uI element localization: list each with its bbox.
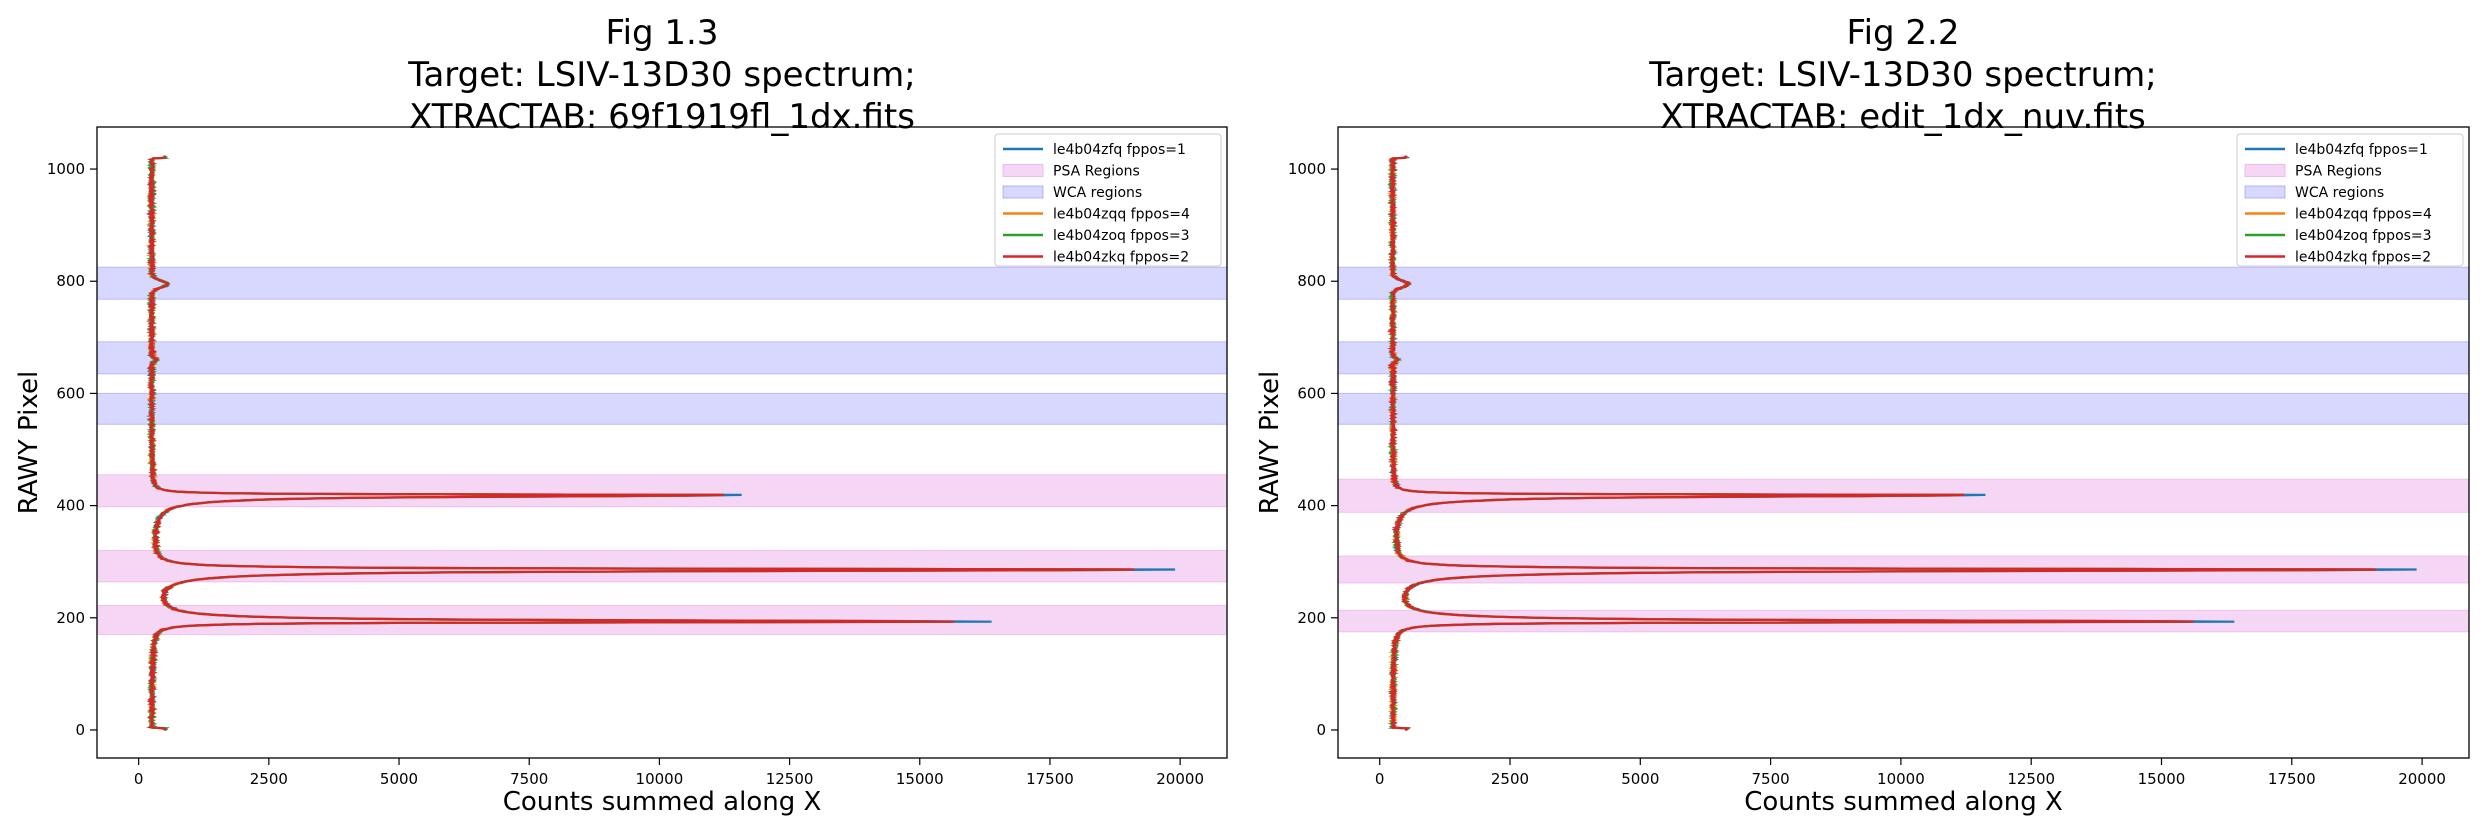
x-tick-label: 17500 [1026, 770, 1074, 788]
chart-1-title-line-2: Target: LSIV-13D30 spectrum; [408, 55, 916, 95]
x-tick-label: 12500 [2007, 770, 2055, 788]
chart-2-title: Fig 2.2 Target: LSIV-13D30 spectrum; XTR… [1283, 12, 2489, 138]
wca-region [97, 266, 1227, 300]
legend-label: le4b04zoq fppos=3 [1053, 228, 1190, 244]
x-tick-label: 5000 [1621, 770, 1659, 788]
x-tick-label: 0 [1375, 770, 1385, 788]
x-tick-label: 15000 [896, 770, 944, 788]
y-tick-label: 600 [56, 384, 85, 402]
x-axis-label: Counts summed along X [1744, 787, 2063, 817]
legend-label: le4b04zqq fppos=4 [2295, 207, 2432, 223]
y-tick-label: 0 [75, 721, 85, 739]
legend-label: le4b04zkq fppos=2 [2295, 250, 2431, 266]
legend-swatch [1002, 185, 1044, 199]
plot-area-2 [1338, 155, 2469, 732]
y-axis-label: RAWY Pixel [14, 371, 44, 514]
plot-area-1 [97, 155, 1227, 732]
legend: le4b04zfq fppos=1 PSA Regions WCA regions l… [2236, 133, 2464, 267]
x-tick-label: 2500 [250, 770, 288, 788]
y-tick-label: 800 [1297, 272, 1326, 290]
x-tick-label: 15000 [2138, 770, 2186, 788]
series-line [1387, 155, 2372, 731]
x-tick-label: 2500 [1491, 770, 1529, 788]
psa-region [97, 474, 1227, 508]
series-line [146, 155, 1131, 732]
y-tick-label: 1000 [47, 160, 85, 178]
x-tick-label: 7500 [510, 770, 548, 788]
legend: le4b04zfq fppos=1 PSA Regions WCA regions l… [994, 133, 1222, 267]
legend-box [2236, 133, 2464, 267]
y-tick-label: 200 [1297, 609, 1326, 627]
legend-swatch [2244, 185, 2286, 199]
legend-label: le4b04zkq fppos=2 [1053, 250, 1189, 266]
series-line [146, 155, 1130, 731]
y-tick-label: 0 [1316, 721, 1326, 739]
axes-frame [96, 126, 1228, 759]
legend-label: WCA regions [2295, 185, 2384, 201]
legend-box [994, 133, 1222, 267]
x-tick-label: 5000 [380, 770, 418, 788]
series-line [1386, 155, 2376, 731]
chart-2: 0 2500 5000 7500 10000 12500 15000 17500 20000 0 2… [1255, 126, 2470, 817]
x-tick-label: 10000 [636, 770, 684, 788]
chart-2-title-line-2: Target: LSIV-13D30 spectrum; [1649, 55, 2157, 95]
axes-frame [1337, 126, 2470, 759]
legend-label: le4b04zfq fppos=1 [2295, 142, 2428, 158]
y-tick-label: 600 [1297, 384, 1326, 402]
legend-label: PSA Regions [2295, 164, 2382, 180]
chart-1-title-line-1: Fig 1.3 [605, 13, 719, 53]
y-tick-label: 400 [56, 497, 85, 515]
x-axis-label: Counts summed along X [503, 787, 822, 817]
legend-swatch [2244, 164, 2286, 177]
wca-region [1338, 392, 2469, 425]
y-axis-label: RAWY Pixel [1255, 371, 1285, 514]
wca-region [1338, 266, 2469, 300]
y-tick-label: 400 [1297, 497, 1326, 515]
chart-1-title-line-3: XTRACTAB: 69f1919fl_1dx.fits [409, 97, 915, 137]
psa-region [97, 549, 1227, 583]
chart-1-title: Fig 1.3 Target: LSIV-13D30 spectrum; XTR… [42, 12, 1282, 138]
x-tick-label: 7500 [1752, 770, 1790, 788]
x-tick-label: 20000 [1156, 770, 1204, 788]
series-line [145, 155, 1135, 731]
chart-2-title-line-1: Fig 2.2 [1846, 13, 1960, 53]
legend-label: PSA Regions [1053, 164, 1140, 180]
wca-region [97, 392, 1227, 425]
legend-label: WCA regions [1053, 185, 1142, 201]
legend-swatch [1002, 164, 1044, 177]
y-tick-label: 800 [56, 272, 85, 290]
legend-label: le4b04zoq fppos=3 [2295, 228, 2432, 244]
y-tick-label: 200 [56, 609, 85, 627]
x-tick-label: 0 [134, 770, 144, 788]
series-line [1387, 155, 2372, 731]
legend-label: le4b04zqq fppos=4 [1053, 207, 1190, 223]
x-tick-label: 12500 [766, 770, 814, 788]
y-tick-label: 1000 [1288, 160, 1326, 178]
x-tick-label: 10000 [1877, 770, 1925, 788]
wca-region [1338, 341, 2469, 375]
wca-region [97, 341, 1227, 375]
x-tick-label: 17500 [2268, 770, 2316, 788]
legend-label: le4b04zfq fppos=1 [1053, 142, 1186, 158]
chart-1: 0 2500 5000 7500 10000 12500 15000 17500 20000 0 2… [14, 126, 1228, 817]
x-tick-label: 20000 [2398, 770, 2446, 788]
chart-2-title-line-3: XTRACTAB: edit_1dx_nuv.fits [1660, 97, 2146, 137]
